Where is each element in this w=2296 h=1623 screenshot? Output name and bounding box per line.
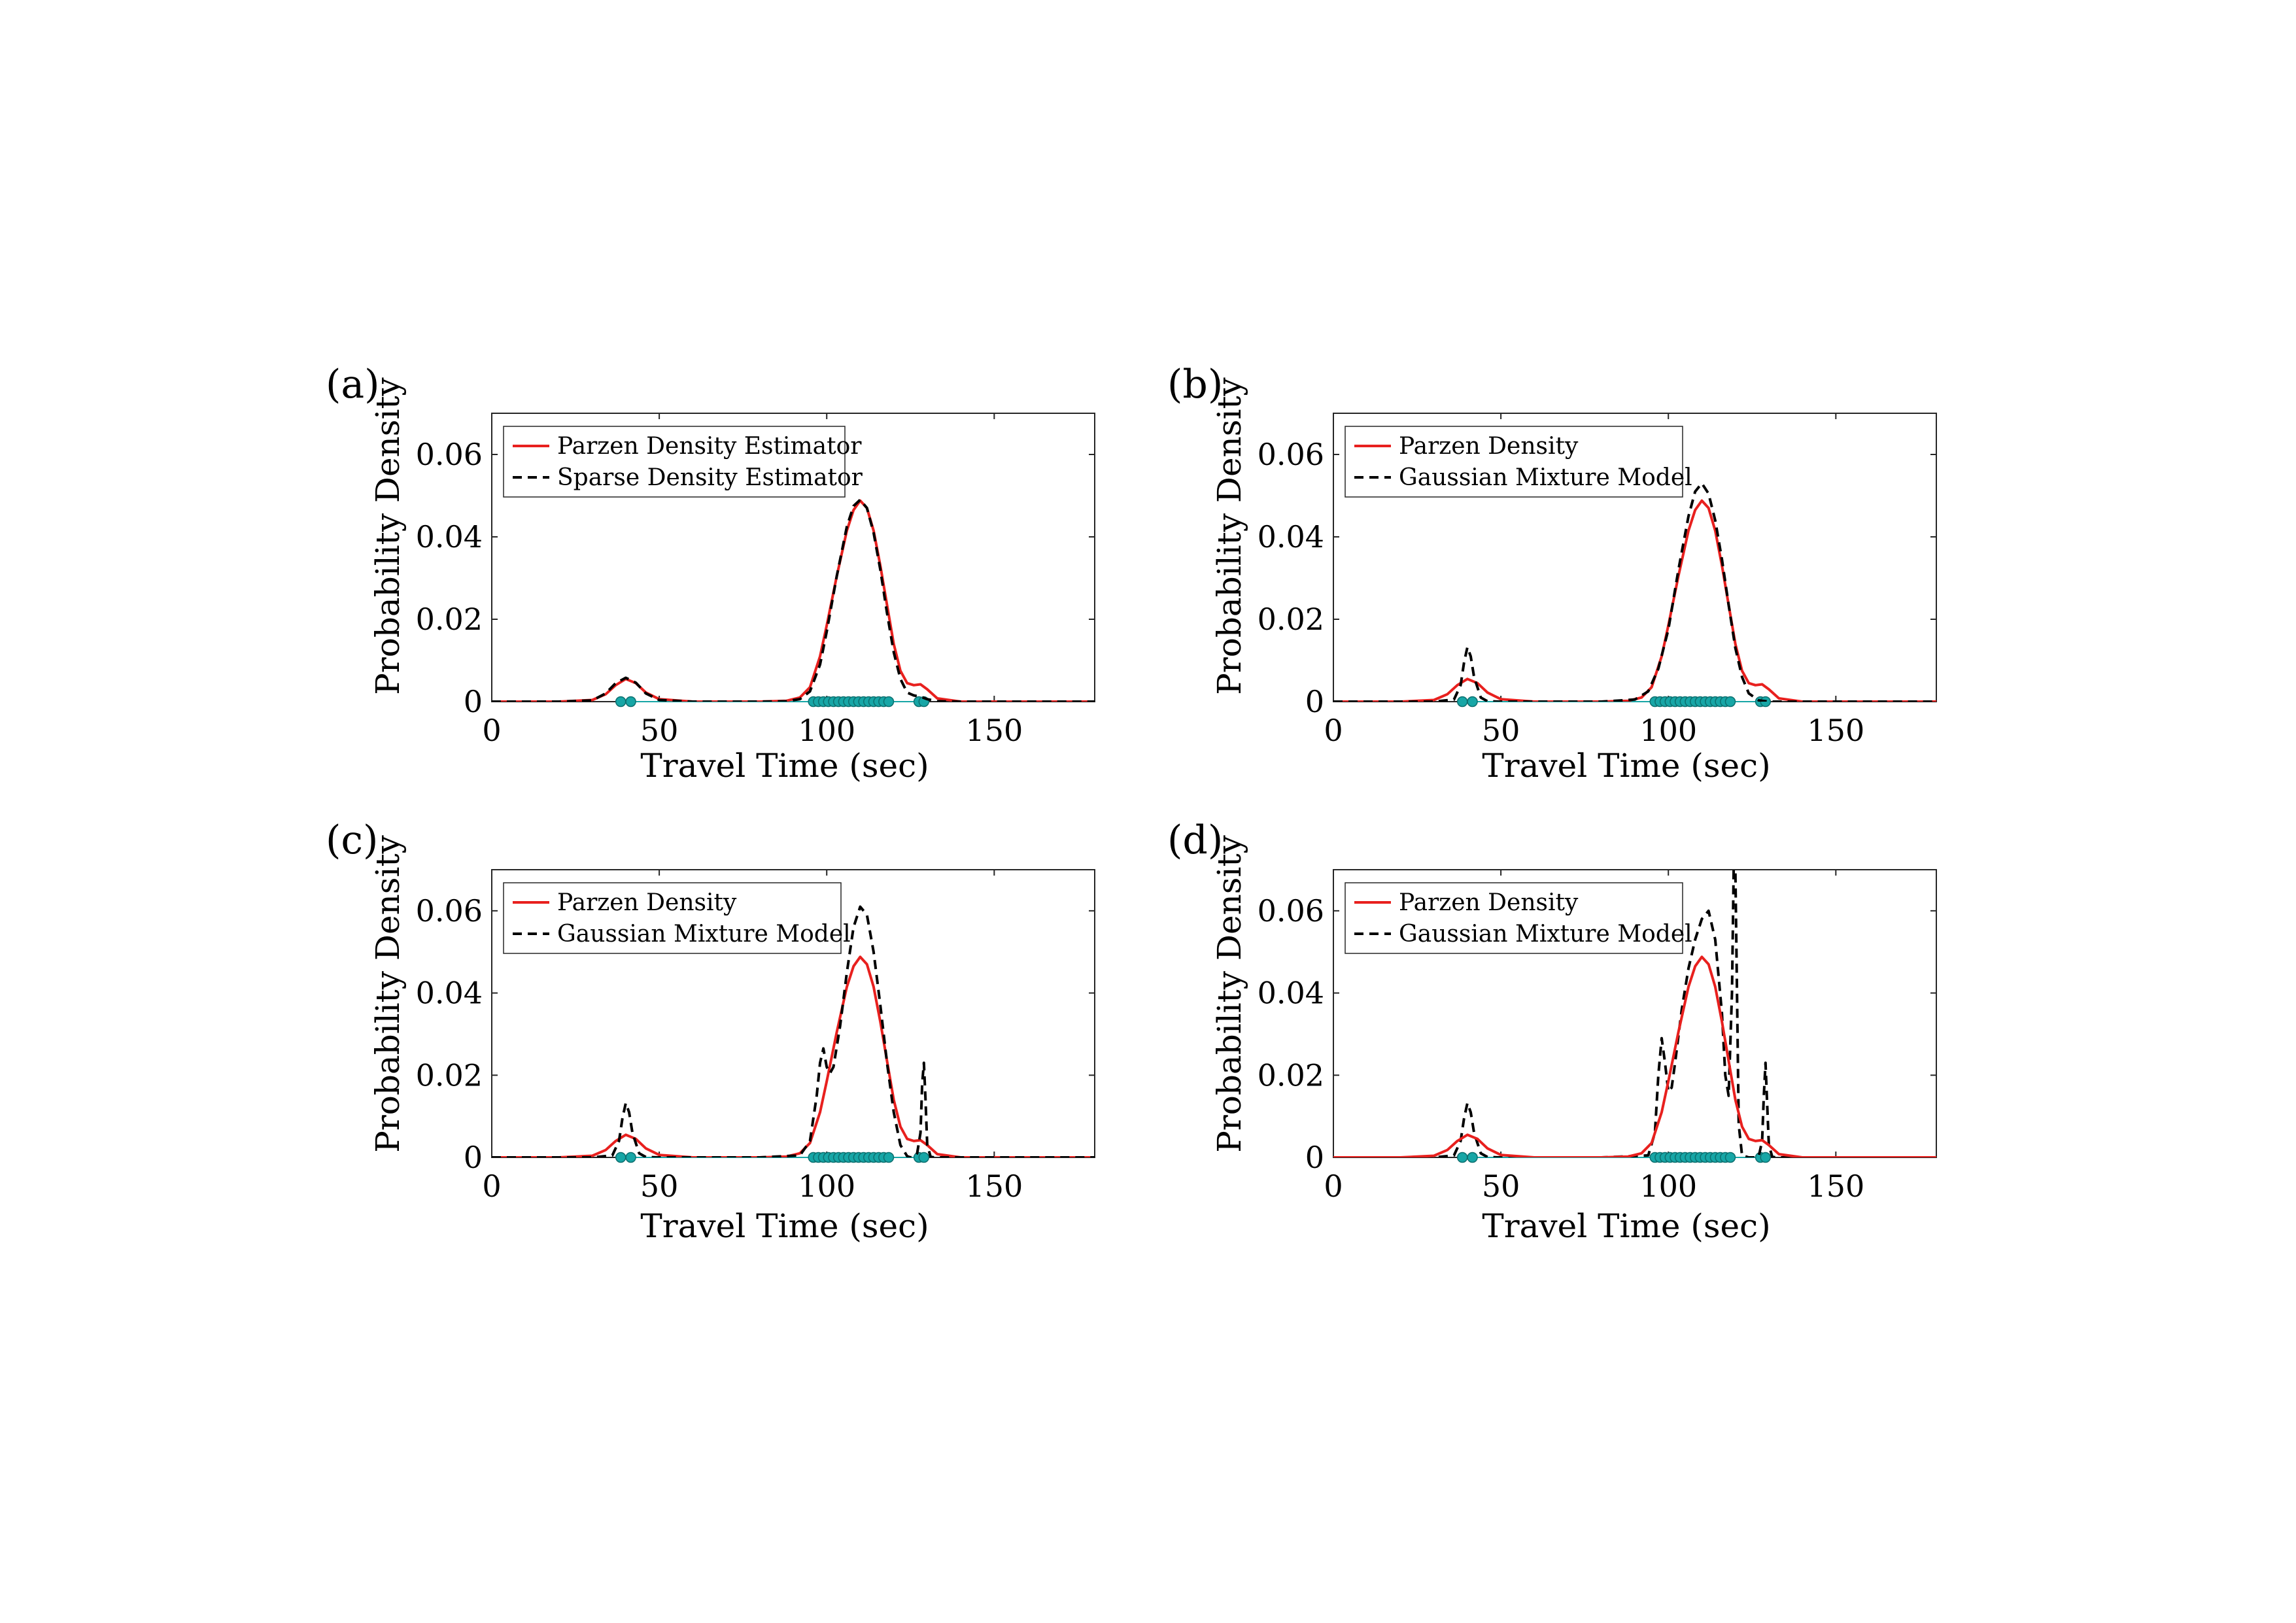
x-axis-title: Travel Time (sec) xyxy=(1482,1207,1770,1245)
legend-box xyxy=(1345,882,1683,954)
panel-label: (b) xyxy=(1167,362,1223,407)
sample-point xyxy=(625,1152,636,1163)
y-tick-label: 0.06 xyxy=(416,437,483,472)
legend-box xyxy=(503,882,842,954)
series-line-dashed xyxy=(1333,482,1936,702)
panel-label: (a) xyxy=(326,362,380,407)
y-tick-label: 0.02 xyxy=(416,1057,483,1093)
x-tick-label: 50 xyxy=(1482,1169,1520,1204)
sample-points xyxy=(615,696,930,708)
legend-entry-label: Gaussian Mixture Model xyxy=(557,921,851,948)
sample-point xyxy=(918,1152,930,1163)
y-tick-label: 0.02 xyxy=(1258,1057,1324,1093)
sample-point xyxy=(615,696,626,708)
sample-point xyxy=(883,696,895,708)
y-tick-label: 0.06 xyxy=(416,893,483,929)
series-line-dashed xyxy=(492,498,1095,702)
legend-entry-label: Gaussian Mixture Model xyxy=(1399,921,1692,948)
x-tick-label: 150 xyxy=(1807,1169,1864,1204)
sample-point xyxy=(1456,1152,1468,1163)
panel-label: (c) xyxy=(326,817,378,863)
y-axis-title: Probability Density xyxy=(369,834,407,1152)
x-tick-label: 0 xyxy=(482,1169,501,1204)
panel-c: (c) Travel Time (sec) Probability Densit… xyxy=(326,817,1095,1245)
y-tick-label: 0.02 xyxy=(416,602,483,637)
legend-box xyxy=(1345,426,1683,498)
x-tick-label: 50 xyxy=(640,1169,679,1204)
x-tick-label: 50 xyxy=(1482,713,1520,748)
sample-point xyxy=(1724,1152,1736,1163)
y-tick-label: 0 xyxy=(1305,684,1324,719)
y-tick-label: 0 xyxy=(1305,1140,1324,1175)
legend-entry-label: Parzen Density Estimator xyxy=(557,433,862,460)
y-tick-label: 0 xyxy=(464,1140,483,1175)
x-axis-title: Travel Time (sec) xyxy=(640,1207,929,1245)
panel-d: (d) Travel Time (sec) Probability Densit… xyxy=(1167,817,1937,1245)
series-line-solid xyxy=(492,955,1095,1157)
series-line-dashed xyxy=(1333,870,1936,1157)
legend-entry-label: Sparse Density Estimator xyxy=(557,464,863,491)
y-axis-title: Probability Density xyxy=(1210,377,1248,694)
y-tick-label: 0.04 xyxy=(1258,519,1324,555)
panel-b: (b) Travel Time (sec) Probability Densit… xyxy=(1167,362,1937,785)
x-axis-title: Travel Time (sec) xyxy=(640,747,929,785)
sample-point xyxy=(1760,1152,1772,1163)
y-tick-label: 0.04 xyxy=(1258,976,1324,1011)
x-tick-label: 100 xyxy=(798,713,855,748)
legend: Parzen Density Gaussian Mixture Model xyxy=(503,882,851,954)
x-tick-label: 150 xyxy=(965,713,1023,748)
x-tick-label: 0 xyxy=(1324,713,1343,748)
x-tick-label: 0 xyxy=(1324,1169,1343,1204)
panel-a: (a) Travel Time (sec) Probability Densit… xyxy=(326,362,1095,785)
y-tick-label: 0.04 xyxy=(416,976,483,1011)
x-axis-title: Travel Time (sec) xyxy=(1482,747,1770,785)
sample-point xyxy=(883,1152,895,1163)
x-tick-label: 100 xyxy=(1639,1169,1697,1204)
y-tick-label: 0.06 xyxy=(1258,893,1324,929)
legend: Parzen Density Estimator Sparse Density E… xyxy=(503,426,863,498)
x-tick-label: 150 xyxy=(965,1169,1023,1204)
sample-point xyxy=(1724,696,1736,708)
sample-point xyxy=(1456,696,1468,708)
legend: Parzen Density Gaussian Mixture Model xyxy=(1345,882,1692,954)
sample-point xyxy=(615,1152,626,1163)
y-tick-label: 0.06 xyxy=(1258,437,1324,472)
y-axis-title: Probability Density xyxy=(1210,834,1248,1152)
x-tick-label: 100 xyxy=(1639,713,1697,748)
x-tick-label: 0 xyxy=(482,713,501,748)
sample-point xyxy=(1467,696,1478,708)
legend-entry-label: Parzen Density xyxy=(557,889,737,916)
y-tick-label: 0.02 xyxy=(1258,602,1324,637)
y-tick-label: 0 xyxy=(464,684,483,719)
x-tick-label: 100 xyxy=(798,1169,855,1204)
sample-point xyxy=(1467,1152,1478,1163)
legend-entry-label: Parzen Density xyxy=(1399,889,1579,916)
y-axis-title: Probability Density xyxy=(369,377,407,694)
legend-entry-label: Gaussian Mixture Model xyxy=(1399,464,1692,491)
x-tick-label: 150 xyxy=(1807,713,1864,748)
legend-entry-label: Parzen Density xyxy=(1399,433,1579,460)
legend: Parzen Density Gaussian Mixture Model xyxy=(1345,426,1692,498)
panel-label: (d) xyxy=(1167,817,1223,863)
x-tick-label: 50 xyxy=(640,713,679,748)
sample-points xyxy=(1456,696,1772,708)
legend-box xyxy=(503,426,846,498)
series-line-solid xyxy=(1333,955,1936,1157)
y-tick-label: 0.04 xyxy=(416,519,483,555)
sample-point xyxy=(625,696,636,708)
